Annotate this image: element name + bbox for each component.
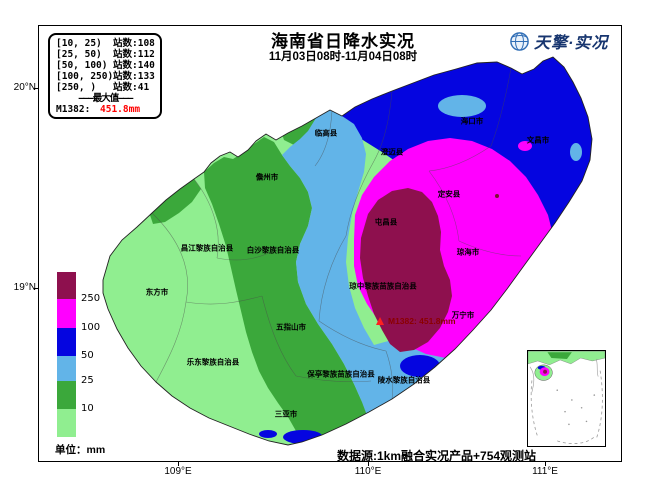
map-label-tunchang: 屯昌县: [374, 217, 398, 227]
legend-range: [100, 250): [56, 71, 114, 82]
colorbar-label-250: 250: [81, 293, 101, 304]
tick-110e: [368, 462, 369, 466]
legend-count: 站数:41: [113, 82, 150, 93]
legend-range: [25, 50): [56, 49, 102, 60]
max-station-id: M1382:: [56, 104, 91, 115]
lat-label-20n: 20°N: [13, 82, 36, 93]
legend-range: [50, 100): [56, 60, 108, 71]
lon-label-109e: 109°E: [164, 466, 192, 477]
legend-range: [250, ): [56, 82, 97, 93]
legend-row: [250, ) 站数:41: [56, 82, 155, 93]
map-label-chengmai: 澄迈县: [380, 147, 404, 157]
max-value-divider: ———最大值———: [78, 93, 134, 104]
legend-range: [10, 25): [56, 38, 102, 49]
tick-111e: [545, 462, 546, 466]
tick-109e: [178, 462, 179, 466]
colorbar-swatch-10-25: [57, 381, 76, 409]
legend-row: [100, 250) 站数:133: [56, 71, 155, 82]
max-value-row: M1382: 451.8mm: [56, 104, 155, 115]
map-label-wuzhishan: 五指山市: [276, 322, 306, 332]
station-count-legend: [10, 25) 站数:108 [25, 50) 站数:112 [50, 100…: [48, 33, 162, 119]
map-label-qiongzhong: 琼中黎族苗族自治县: [349, 281, 417, 291]
colorbar-swatch-100-250: [57, 299, 76, 328]
south-china-sea-inset-map: [527, 350, 606, 447]
globe-icon: [510, 31, 529, 51]
map-label-dingan: 定安县: [437, 189, 461, 199]
inset-map-canvas: [528, 351, 605, 444]
legend-row: [25, 50) 站数:112: [56, 49, 155, 60]
max-value: 451.8mm: [100, 104, 141, 115]
map-label-danzhou: 儋州市: [255, 172, 279, 182]
colorbar-swatch-50-100: [57, 328, 76, 356]
tianqing-logo: 天擎·实况: [506, 28, 612, 54]
map-label-wenchang: 文昌市: [526, 135, 550, 145]
data-source-note: 数据源:1km融合实况产品+754观测站: [337, 449, 537, 463]
tick-20n: [34, 88, 38, 89]
max-value-marker-icon: [376, 317, 384, 325]
logo-text: 天擎·实况: [534, 35, 609, 52]
colorbar-swatch-above-250: [57, 272, 76, 299]
legend-count: 站数:133: [113, 71, 155, 82]
tick-19n: [34, 288, 38, 289]
map-label-baoting: 保亭黎族苗族自治县: [307, 369, 375, 379]
legend-row: [50, 100) 站数:140: [56, 60, 155, 71]
lon-label-111e: 111°E: [532, 466, 558, 477]
map-label-dongfang: 东方市: [145, 287, 169, 297]
island-coastline: [102, 56, 593, 446]
legend-count: 站数:108: [113, 38, 155, 49]
map-label-lingshui: 陵水黎族自治县: [377, 375, 431, 385]
map-label-haikou: 海口市: [460, 116, 484, 126]
legend-row: [10, 25) 站数:108: [56, 38, 155, 49]
map-label-lingao: 临高县: [314, 128, 338, 138]
colorbar-swatch-25-50: [57, 356, 76, 381]
map-label-changjiang: 昌江黎族自治县: [180, 243, 234, 253]
station-dot: [495, 194, 499, 198]
colorbar-label-10: 10: [81, 403, 94, 414]
colorbar-label-50: 50: [81, 350, 94, 361]
colorbar-label-25: 25: [81, 375, 94, 386]
map-label-ledong: 乐东黎族自治县: [186, 357, 240, 367]
legend-count: 站数:112: [113, 49, 155, 60]
page-title: 海南省日降水实况: [271, 32, 415, 51]
page-subtitle: 11月03日08时-11月04日08时: [268, 51, 418, 63]
map-label-sanya: 三亚市: [274, 409, 298, 419]
county-boundaries: [151, 67, 522, 400]
precipitation-contours: [150, 57, 592, 444]
max-value-marker-label: M1382: 451.8mm: [388, 316, 456, 326]
map-label-qionghai: 琼海市: [456, 247, 480, 257]
map-label-wanning: 万宁市: [451, 310, 475, 320]
colorbar-label-100: 100: [81, 322, 101, 333]
colorbar-unit-label: 单位：mm: [55, 444, 106, 456]
legend-count: 站数:140: [113, 60, 155, 71]
colorbar-swatch-below-10: [57, 409, 76, 437]
map-label-baisha: 白沙黎族自治县: [246, 245, 300, 255]
lon-label-110e: 110°E: [354, 466, 382, 477]
lat-label-19n: 19°N: [13, 282, 36, 293]
